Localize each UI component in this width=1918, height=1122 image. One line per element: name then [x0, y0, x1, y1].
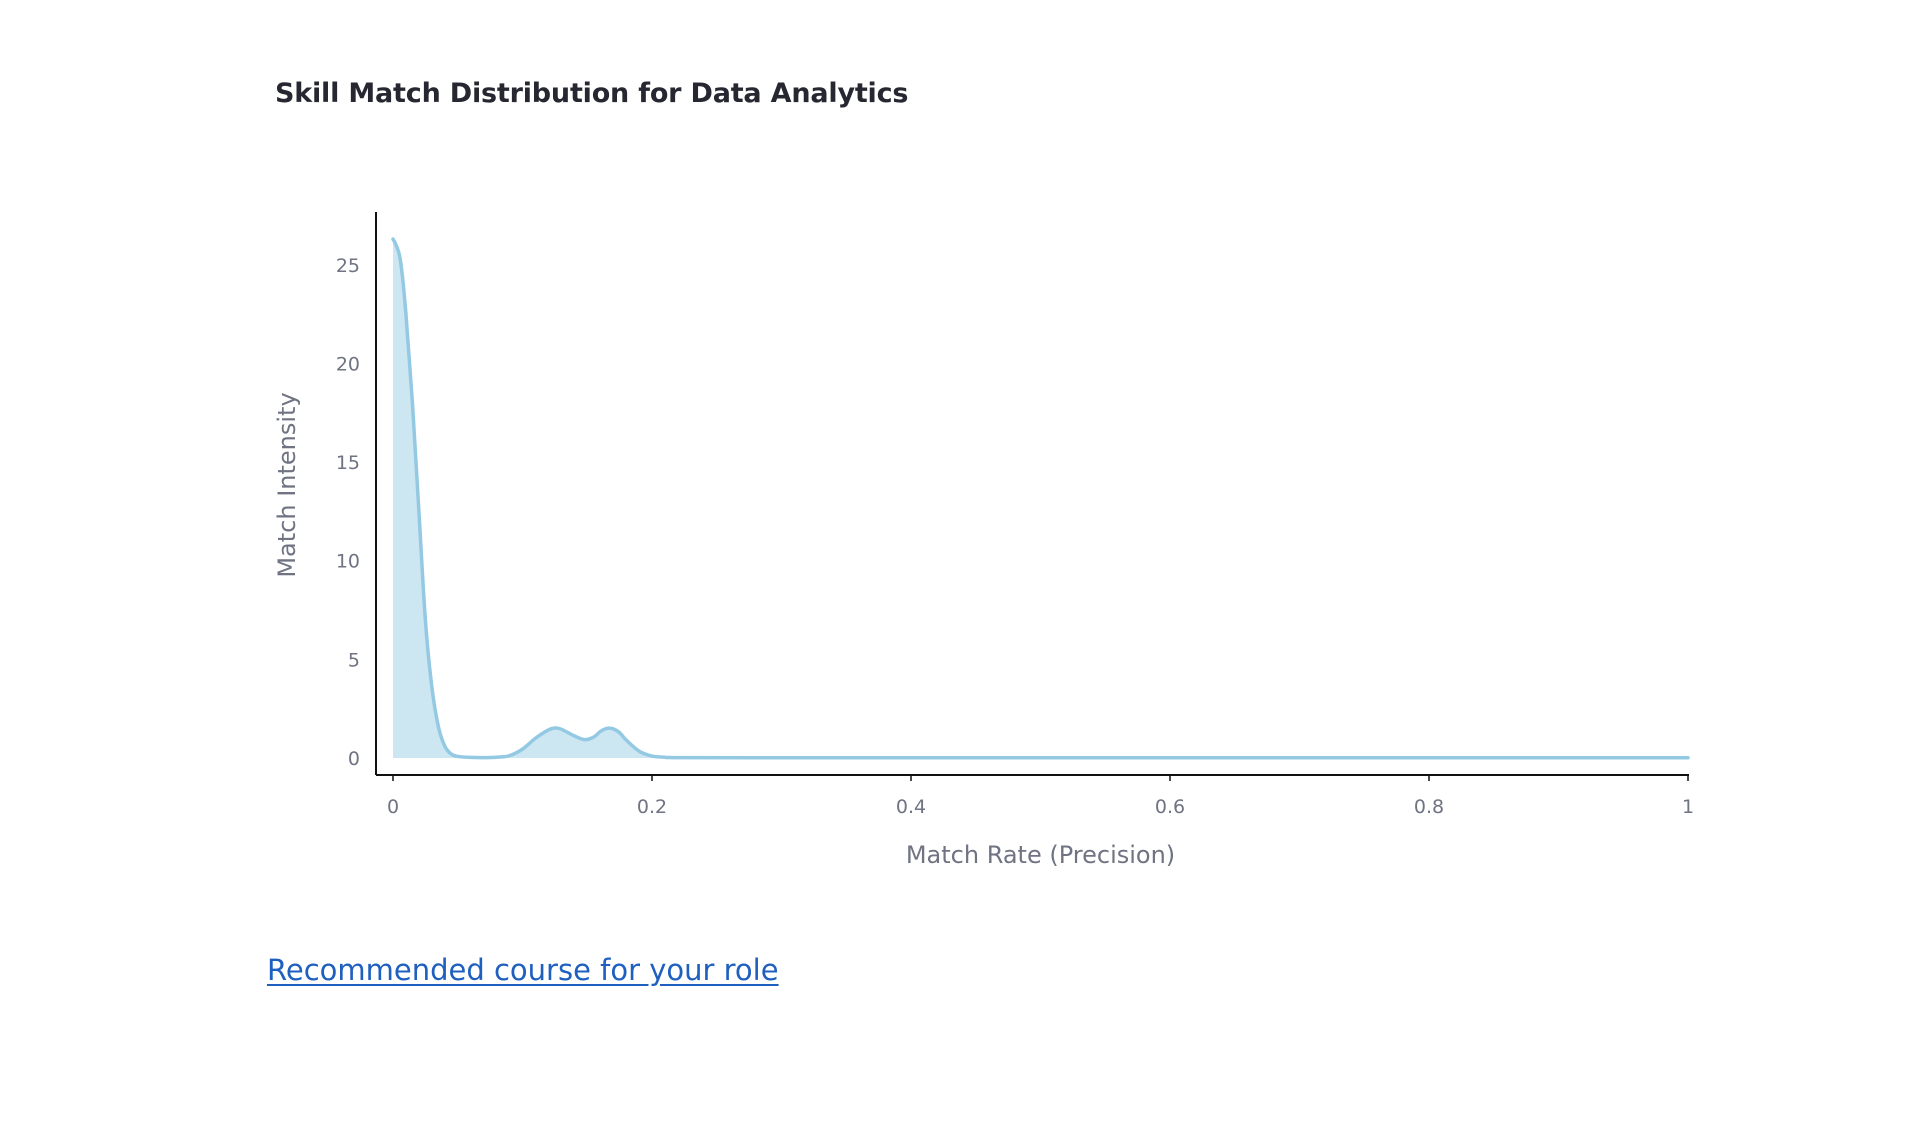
density-area-fill: [393, 239, 1688, 759]
x-tick-label: 1: [1682, 796, 1694, 818]
x-axis-ticks: 0 0.2 0.4 0.6 0.8 1: [387, 775, 1694, 818]
y-tick-label: 10: [336, 551, 360, 573]
recommended-course-link[interactable]: Recommended course for your role: [267, 953, 779, 987]
x-tick-label: 0.8: [1414, 796, 1444, 818]
y-tick-label: 15: [336, 452, 360, 474]
x-tick-label: 0.6: [1155, 796, 1185, 818]
x-tick-label: 0: [387, 796, 399, 818]
density-line: [391, 237, 1690, 760]
x-tick-label: 0.2: [637, 796, 667, 818]
y-tick-label: 20: [336, 353, 360, 375]
y-tick-label: 25: [336, 255, 360, 277]
y-axis-title: Match Intensity: [273, 392, 301, 577]
y-tick-label: 5: [348, 649, 360, 671]
axes: [375, 212, 1689, 776]
x-tick-label: 0.4: [896, 796, 926, 818]
y-axis-ticks: 0 5 10 15 20 25: [336, 255, 360, 770]
chart-title: Skill Match Distribution for Data Analyt…: [275, 78, 909, 109]
x-axis-title: Match Rate (Precision): [906, 841, 1175, 869]
plot-area: [391, 237, 1690, 760]
y-tick-label: 0: [348, 748, 360, 770]
